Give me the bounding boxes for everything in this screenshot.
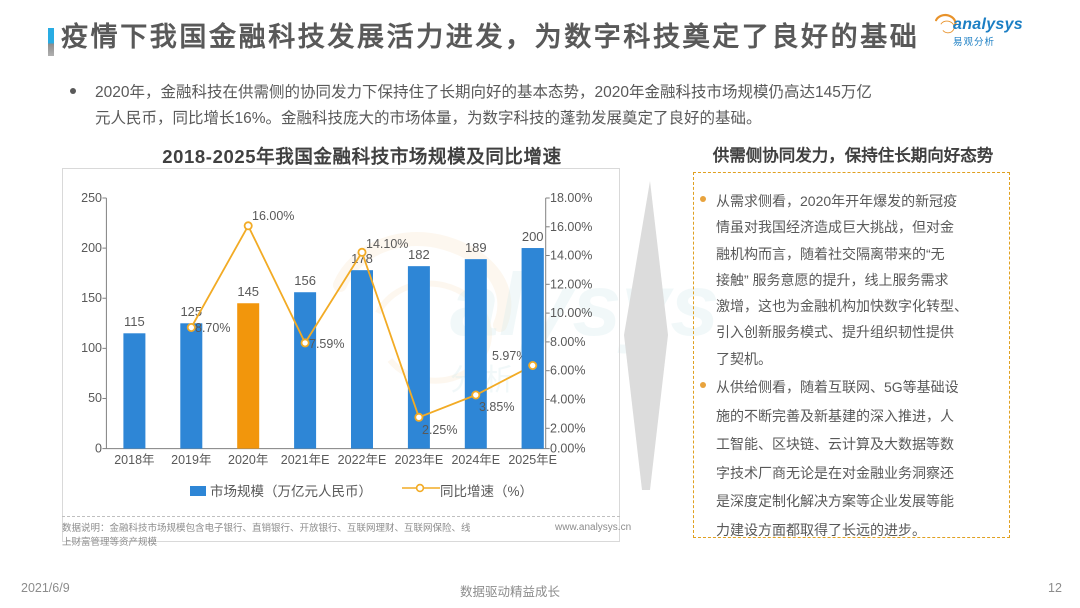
svg-text:16.00%: 16.00%	[252, 209, 294, 223]
svg-text:150: 150	[81, 291, 102, 305]
svg-text:16.00%: 16.00%	[550, 220, 592, 234]
svg-text:250: 250	[81, 191, 102, 205]
svg-text:125: 125	[180, 304, 202, 319]
svg-text:2025年E: 2025年E	[508, 453, 557, 467]
svg-text:7.59%: 7.59%	[309, 337, 344, 351]
svg-text:2020年: 2020年	[228, 453, 268, 467]
svg-text:2019年: 2019年	[171, 453, 211, 467]
svg-text:145: 145	[237, 284, 259, 299]
svg-text:12.00%: 12.00%	[550, 277, 592, 291]
svg-text:4.00%: 4.00%	[550, 393, 585, 407]
svg-text:200: 200	[81, 241, 102, 255]
svg-text:2.00%: 2.00%	[550, 421, 585, 435]
svg-text:8.00%: 8.00%	[550, 335, 585, 349]
svg-text:100: 100	[81, 341, 102, 355]
svg-text:182: 182	[408, 247, 430, 262]
svg-text:6.00%: 6.00%	[550, 364, 585, 378]
svg-text:50: 50	[88, 391, 102, 405]
svg-text:115: 115	[124, 314, 145, 329]
svg-text:2021年E: 2021年E	[281, 453, 330, 467]
svg-text:2018年: 2018年	[114, 453, 154, 467]
svg-text:10.00%: 10.00%	[550, 306, 592, 320]
svg-text:2022年E: 2022年E	[338, 453, 387, 467]
svg-text:2023年E: 2023年E	[395, 453, 444, 467]
svg-text:18.00%: 18.00%	[550, 191, 592, 205]
svg-text:2024年E: 2024年E	[451, 453, 500, 467]
svg-text:14.10%: 14.10%	[366, 237, 408, 251]
svg-text:3.85%: 3.85%	[479, 400, 514, 414]
svg-text:189: 189	[465, 240, 487, 255]
svg-text:14.00%: 14.00%	[550, 249, 592, 263]
svg-text:0: 0	[95, 442, 102, 456]
svg-text:8.70%: 8.70%	[195, 321, 230, 335]
svg-text:2.25%: 2.25%	[422, 423, 457, 437]
svg-text:156: 156	[294, 273, 316, 288]
svg-text:200: 200	[522, 229, 544, 244]
